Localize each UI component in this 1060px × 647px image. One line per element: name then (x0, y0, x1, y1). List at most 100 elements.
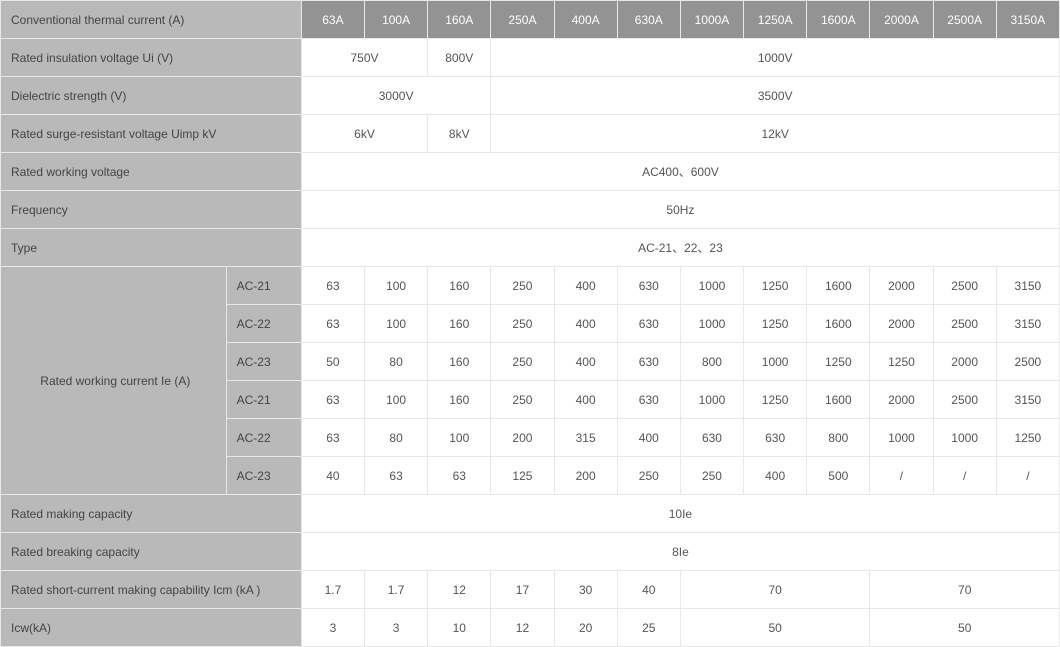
cell: 1000 (680, 381, 743, 419)
row-label: Rated surge-resistant voltage Uimp kV (1, 115, 302, 153)
cell: 20 (554, 609, 617, 647)
row-label: Rated short-current making capability Ic… (1, 571, 302, 609)
row-breaking-capacity: Rated breaking capacity 8Ie (1, 533, 1060, 571)
cell: 1000 (680, 267, 743, 305)
cell: 100 (365, 381, 428, 419)
sub-label: AC-22 (226, 419, 301, 457)
sub-label: AC-23 (226, 457, 301, 495)
col-header: 1600A (807, 1, 870, 39)
cell: 2000 (870, 305, 933, 343)
row-label: Rated breaking capacity (1, 533, 302, 571)
cell: 3 (365, 609, 428, 647)
spec-table: Conventional thermal current (A) 63A 100… (0, 0, 1060, 647)
cell: 70 (680, 571, 870, 609)
cell: 2500 (933, 267, 996, 305)
cell: 80 (365, 343, 428, 381)
col-header: 1250A (744, 1, 807, 39)
row-working-voltage: Rated working voltage AC400、600V (1, 153, 1060, 191)
cell: 63 (301, 305, 364, 343)
cell: 63 (301, 381, 364, 419)
cell: 25 (617, 609, 680, 647)
cell: 70 (870, 571, 1060, 609)
sub-label: AC-23 (226, 343, 301, 381)
cell: 1000 (744, 343, 807, 381)
cell: 1600 (807, 305, 870, 343)
cell: 3500V (491, 77, 1060, 115)
col-header: 250A (491, 1, 554, 39)
cell: 63 (301, 267, 364, 305)
cell: 1250 (870, 343, 933, 381)
cell: 160 (428, 381, 491, 419)
col-header: 3150A (996, 1, 1059, 39)
col-header: 100A (365, 1, 428, 39)
cell: / (870, 457, 933, 495)
cell: 160 (428, 343, 491, 381)
col-header: 160A (428, 1, 491, 39)
col-header: 630A (617, 1, 680, 39)
cell: 315 (554, 419, 617, 457)
col-header: 400A (554, 1, 617, 39)
cell: 200 (491, 419, 554, 457)
cell: 400 (554, 343, 617, 381)
cell: 2000 (870, 267, 933, 305)
cell: 3150 (996, 381, 1059, 419)
cell: 750V (301, 39, 427, 77)
cell: 630 (617, 267, 680, 305)
cell: 6kV (301, 115, 427, 153)
cell: 1000V (491, 39, 1060, 77)
cell: 8kV (428, 115, 491, 153)
cell: 12kV (491, 115, 1060, 153)
cell: 1600 (807, 381, 870, 419)
cell: 2000 (933, 343, 996, 381)
cell: 1250 (744, 381, 807, 419)
cell: 630 (617, 343, 680, 381)
row-making-capacity: Rated making capacity 10Ie (1, 495, 1060, 533)
cell: 30 (554, 571, 617, 609)
cell: 3150 (996, 267, 1059, 305)
row-label: Dielectric strength (V) (1, 77, 302, 115)
cell: / (933, 457, 996, 495)
cell: 1250 (807, 343, 870, 381)
cell: 10Ie (301, 495, 1059, 533)
cell: 400 (554, 267, 617, 305)
cell: 63 (365, 457, 428, 495)
row-type: Type AC-21、22、23 (1, 229, 1060, 267)
row-label: Rated working voltage (1, 153, 302, 191)
cell: 1250 (996, 419, 1059, 457)
row-dielectric: Dielectric strength (V) 3000V 3500V (1, 77, 1060, 115)
cell: 800 (680, 343, 743, 381)
cell: 50 (870, 609, 1060, 647)
cell: 400 (554, 381, 617, 419)
cell: 10 (428, 609, 491, 647)
row-frequency: Frequency 50Hz (1, 191, 1060, 229)
cell: 250 (680, 457, 743, 495)
row-working-current: Rated working current Ie (A) AC-21 63 10… (1, 267, 1060, 305)
cell: AC400、600V (301, 153, 1059, 191)
cell: 200 (554, 457, 617, 495)
col-header: 1000A (680, 1, 743, 39)
cell: 17 (491, 571, 554, 609)
cell: 250 (491, 267, 554, 305)
row-icm: Rated short-current making capability Ic… (1, 571, 1060, 609)
cell: 1600 (807, 267, 870, 305)
cell: 800V (428, 39, 491, 77)
cell: 100 (365, 267, 428, 305)
cell: 2000 (870, 381, 933, 419)
row-surge: Rated surge-resistant voltage Uimp kV 6k… (1, 115, 1060, 153)
row-insulation-voltage: Rated insulation voltage Ui (V) 750V 800… (1, 39, 1060, 77)
cell: 160 (428, 267, 491, 305)
row-label: Icw(kA) (1, 609, 302, 647)
cell: 250 (491, 381, 554, 419)
cell: 1000 (870, 419, 933, 457)
cell: 50Hz (301, 191, 1059, 229)
cell: 630 (617, 381, 680, 419)
row-label: Type (1, 229, 302, 267)
cell: 400 (554, 305, 617, 343)
cell: 63 (428, 457, 491, 495)
cell: AC-21、22、23 (301, 229, 1059, 267)
cell: 12 (491, 609, 554, 647)
cell: 2500 (933, 381, 996, 419)
cell: 500 (807, 457, 870, 495)
cell: 250 (617, 457, 680, 495)
cell: 3150 (996, 305, 1059, 343)
